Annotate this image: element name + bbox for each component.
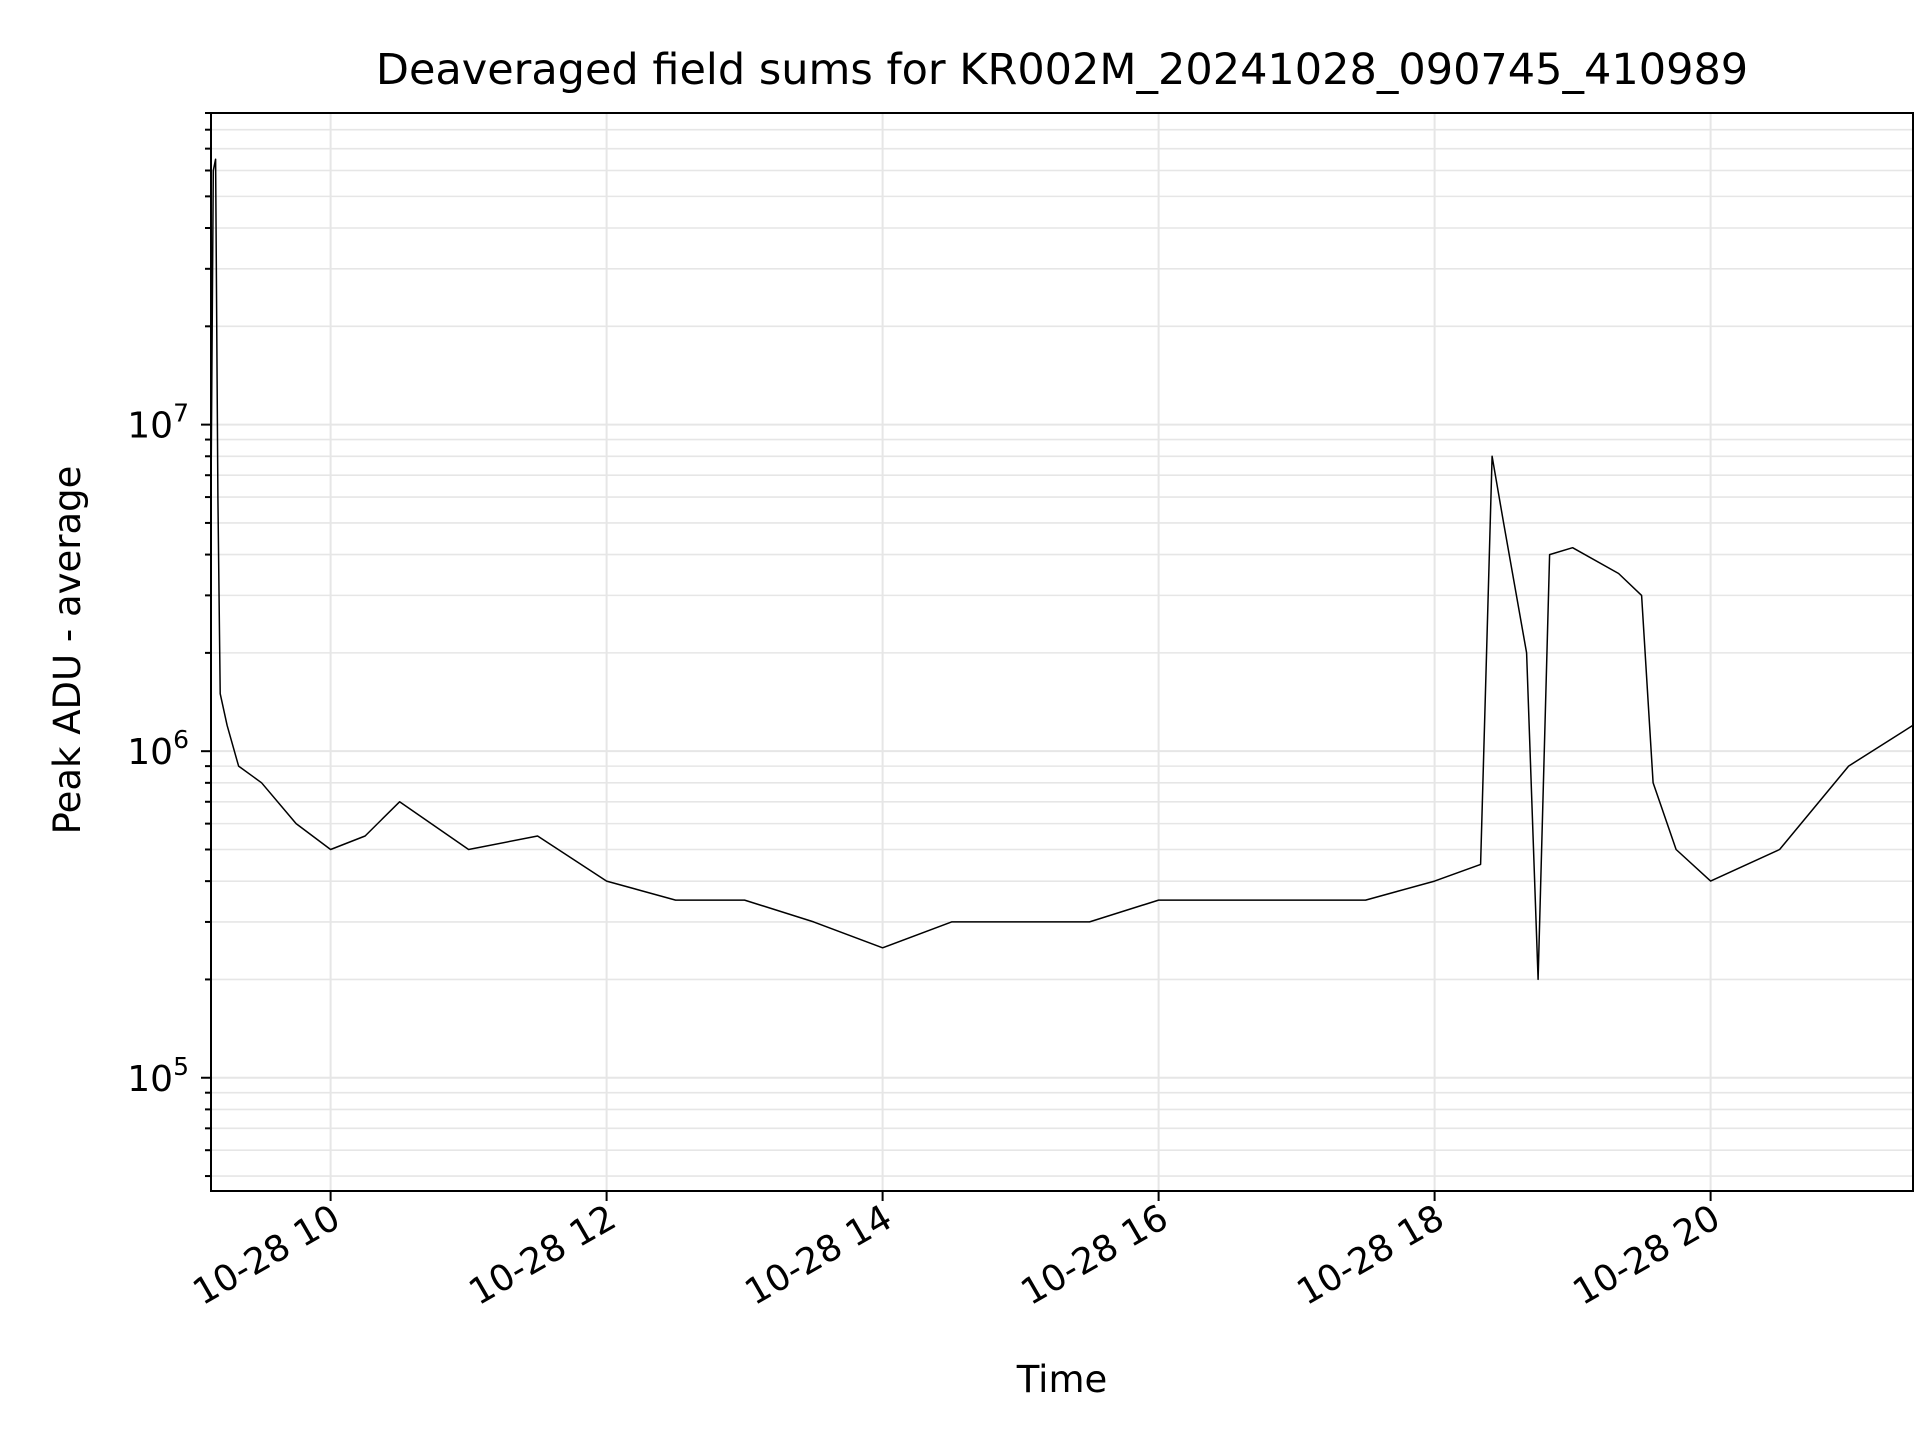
y-tick-label: 106 — [127, 725, 189, 773]
y-tick-label: 107 — [127, 399, 189, 447]
x-tick-label: 10-28 20 — [1566, 1197, 1727, 1313]
x-axis-title: Time — [1016, 1358, 1108, 1401]
y-tick-label: 105 — [127, 1052, 189, 1100]
tick-layer: 105 106 107 10-28 10 10-28 12 10-28 14 10-28 1… — [127, 112, 1727, 1314]
series-line — [210, 158, 1914, 981]
chart-title: Deaveraged field sums for KR002M_2024102… — [376, 45, 1748, 95]
line-layer — [210, 158, 1914, 981]
plot-frame — [210, 112, 1914, 1192]
grid-layer — [211, 112, 1913, 1191]
y-axis-title: Peak ADU - average — [46, 466, 89, 835]
x-tick-label: 10-28 14 — [738, 1197, 899, 1313]
x-tick-label: 10-28 18 — [1290, 1197, 1451, 1313]
x-tick-label: 10-28 10 — [186, 1197, 347, 1313]
x-tick-label: 10-28 12 — [462, 1197, 623, 1313]
x-tick-label: 10-28 16 — [1014, 1197, 1175, 1313]
